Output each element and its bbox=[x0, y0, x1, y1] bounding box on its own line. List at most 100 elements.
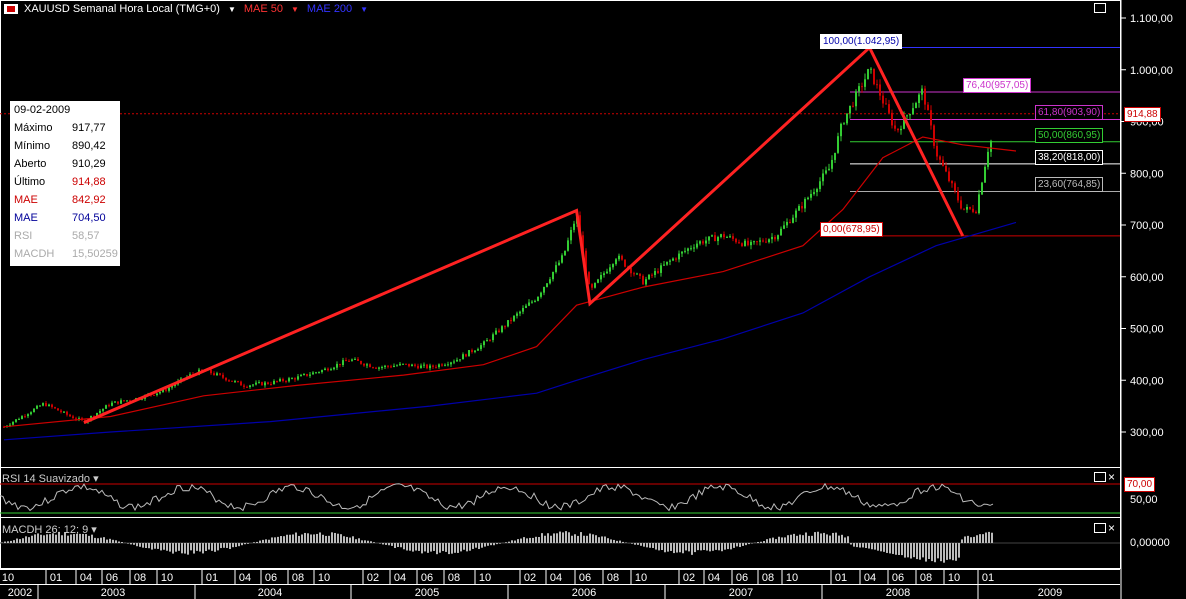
month-label: 06 bbox=[579, 572, 591, 584]
candle-body bbox=[945, 165, 947, 172]
info-row: MACDH 15,50259 bbox=[14, 248, 118, 260]
candle-body bbox=[813, 192, 815, 194]
info-row: RSI 58,57 bbox=[14, 230, 118, 242]
candle-body bbox=[339, 363, 341, 366]
candle-body bbox=[462, 354, 464, 360]
info-key: MAE bbox=[14, 212, 38, 224]
macd-maximize-icon[interactable] bbox=[1094, 523, 1106, 533]
candle-body bbox=[117, 401, 119, 404]
month-label: 02 bbox=[367, 572, 379, 584]
price-tick-label: 1.100,00 bbox=[1130, 13, 1173, 25]
info-row: Último 914,88 bbox=[14, 176, 118, 188]
mae50-dropdown-icon[interactable]: ▼ bbox=[291, 4, 299, 14]
macd-label[interactable]: MACDH 26; 12; 9 ▾ bbox=[2, 524, 97, 536]
candle-body bbox=[723, 234, 725, 238]
fib-label: 76,40(957,05) bbox=[963, 77, 1032, 93]
month-label: 04 bbox=[394, 572, 406, 584]
month-label: 10 bbox=[2, 572, 14, 584]
month-label: 06 bbox=[265, 572, 277, 584]
fib-label: 100,00(1.042,95) bbox=[820, 33, 903, 49]
macd-close-icon[interactable]: × bbox=[1108, 521, 1116, 535]
candle-body bbox=[525, 305, 527, 308]
candle-body bbox=[630, 267, 632, 274]
candle-body bbox=[378, 367, 380, 369]
mae200-dropdown-icon[interactable]: ▼ bbox=[360, 4, 369, 14]
candle-body bbox=[960, 200, 962, 209]
month-label: 04 bbox=[550, 572, 562, 584]
candle-body bbox=[309, 374, 311, 376]
candle-body bbox=[948, 171, 950, 182]
candle-body bbox=[810, 193, 812, 198]
month-label: 08 bbox=[134, 572, 146, 584]
symbol-dropdown-icon[interactable]: ▼ bbox=[227, 4, 236, 14]
mae50-label[interactable]: MAE 50 bbox=[243, 3, 283, 15]
candle-body bbox=[264, 382, 266, 386]
candle-body bbox=[432, 365, 434, 367]
candle-body bbox=[621, 255, 623, 260]
candle-body bbox=[447, 364, 449, 366]
candle-body bbox=[15, 419, 17, 422]
candle-body bbox=[750, 241, 752, 246]
candle-body bbox=[783, 225, 785, 229]
candle-body bbox=[660, 265, 662, 273]
candle-body bbox=[909, 114, 911, 116]
candle-body bbox=[249, 385, 251, 388]
year-label: 2008 bbox=[886, 587, 910, 599]
candle-body bbox=[684, 250, 686, 252]
candle-body bbox=[450, 362, 452, 365]
candle-body bbox=[864, 79, 866, 87]
month-label: 02 bbox=[683, 572, 695, 584]
candle-body bbox=[513, 315, 515, 321]
candle-body bbox=[807, 197, 809, 200]
candle-body bbox=[258, 382, 260, 384]
month-label: 10 bbox=[786, 572, 798, 584]
candle-body bbox=[480, 345, 482, 350]
candle-body bbox=[792, 217, 794, 223]
candle-body bbox=[546, 283, 548, 287]
candle-body bbox=[102, 408, 104, 411]
candle-body bbox=[252, 384, 254, 386]
candle-body bbox=[714, 235, 716, 242]
candle-body bbox=[891, 112, 893, 126]
candle-body bbox=[825, 170, 827, 174]
candle-body bbox=[897, 128, 899, 131]
candle-body bbox=[174, 384, 176, 386]
candle-body bbox=[357, 358, 359, 362]
candle-body bbox=[951, 181, 953, 184]
candle-body bbox=[552, 271, 554, 280]
candle-body bbox=[354, 358, 356, 360]
candle-body bbox=[366, 364, 368, 366]
candle-body bbox=[270, 383, 272, 385]
candle-body bbox=[981, 182, 983, 195]
info-value: 914,88 bbox=[72, 176, 106, 188]
candle-body bbox=[9, 424, 11, 426]
candle-body bbox=[597, 279, 599, 283]
candle-body bbox=[489, 340, 491, 342]
candle-body bbox=[600, 275, 602, 280]
candle-body bbox=[744, 240, 746, 246]
info-row: Aberto 910,29 bbox=[14, 158, 118, 170]
fib-label: 0,00(678,95) bbox=[820, 221, 883, 237]
candle-body bbox=[975, 211, 977, 214]
rsi-maximize-icon[interactable] bbox=[1094, 472, 1106, 482]
mae200-label[interactable]: MAE 200 bbox=[306, 3, 353, 15]
candle-body bbox=[753, 241, 755, 243]
info-row: MAE 842,92 bbox=[14, 194, 118, 206]
month-label: 02 bbox=[524, 572, 536, 584]
candle-body bbox=[225, 377, 227, 381]
symbol-label[interactable]: XAUUSD Semanal Hora Local (TMG+0) bbox=[24, 3, 220, 15]
candle-body bbox=[648, 274, 650, 280]
candle-body bbox=[834, 152, 836, 160]
candle-body bbox=[483, 341, 485, 346]
candle-body bbox=[651, 274, 653, 276]
candle-body bbox=[201, 369, 203, 371]
candle-body bbox=[828, 168, 830, 171]
candle-body bbox=[861, 86, 863, 88]
candles bbox=[3, 67, 992, 428]
price-tick-label: 600,00 bbox=[1130, 272, 1164, 284]
rsi-label[interactable]: RSI 14 Suavizado ▾ bbox=[2, 473, 99, 485]
rsi-close-icon[interactable]: × bbox=[1108, 470, 1116, 484]
candle-body bbox=[519, 311, 521, 314]
maximize-icon[interactable] bbox=[1094, 3, 1106, 13]
candle-body bbox=[60, 410, 62, 413]
